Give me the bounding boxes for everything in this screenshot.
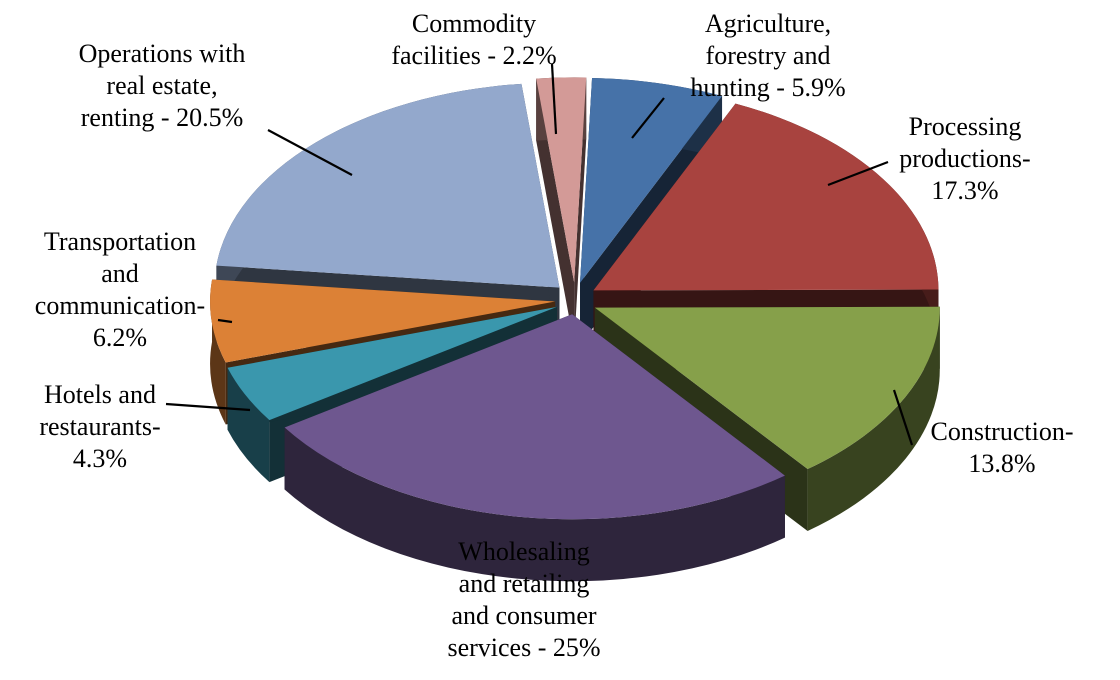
slice-label-6-line: and: [101, 259, 139, 288]
slice-label-4: Wholesaling and retailing and consumer serv…: [447, 537, 600, 662]
leader-line-3: [892, 389, 914, 446]
slice-label-5-line: 4.3%: [73, 444, 127, 473]
slice-label-6-line: 6.2%: [93, 323, 147, 352]
slice-label-1-line: forestry and: [706, 41, 831, 70]
slices-layer: [210, 77, 940, 582]
leader-line-2: [827, 160, 889, 187]
slice-label-2-line: productions-: [899, 144, 1030, 173]
pie-slice-5-rim: [227, 367, 270, 483]
pie-slice-8: [536, 77, 587, 345]
labels-layer: Agriculture, forestry and hunting - 5.9% Pr…: [35, 9, 1074, 662]
slice-label-4-line: and consumer: [451, 601, 596, 630]
pie-slice-2-top: [593, 103, 939, 291]
slice-label-2-line: Processing: [909, 112, 1022, 141]
slice-label-8-line: facilities - 2.2%: [391, 41, 556, 70]
pie-slice-3-rim: [807, 306, 940, 532]
pie-slice-8-top: [536, 77, 587, 283]
slice-label-6-line: communication-: [35, 291, 205, 320]
leader-line-5: [165, 402, 251, 412]
slice-label-5-line: Hotels and: [44, 380, 156, 409]
slice-label-1-line: Agriculture,: [705, 9, 831, 38]
pie-slice-3-top: [594, 306, 940, 470]
slice-label-3-line: Construction-: [931, 417, 1074, 446]
slice-label-7-line: Operations with: [79, 39, 246, 68]
slice-label-3-line: 13.8%: [968, 449, 1035, 478]
slice-label-4-line: services - 25%: [447, 633, 600, 662]
slice-label-4-line: and retailing: [459, 569, 590, 598]
slice-label-3: Construction- 13.8%: [931, 417, 1074, 478]
leader-line-8: [550, 63, 558, 135]
slice-label-8: Commodity facilities - 2.2%: [391, 9, 556, 70]
slice-label-5: Hotels and restaurants- 4.3%: [39, 380, 160, 473]
leader-line-1: [631, 97, 665, 139]
leader-line-6: [217, 318, 233, 324]
slice-label-5-line: restaurants-: [39, 412, 160, 441]
slice-label-2: Processing productions- 17.3%: [899, 112, 1030, 205]
slice-label-4-line: Wholesaling: [458, 537, 589, 566]
pie-slice-6-rim: [210, 279, 226, 425]
leader-line-7: [267, 129, 353, 176]
slice-label-1: Agriculture, forestry and hunting - 5.9%: [690, 9, 845, 102]
pie-slice-1-top: [580, 77, 723, 283]
slice-label-2-line: 17.3%: [931, 176, 998, 205]
slice-label-1-line: hunting - 5.9%: [690, 73, 845, 102]
pie-slice-7-top: [216, 83, 560, 288]
pie-slice-5-top: [227, 306, 557, 421]
slice-label-7-line: renting - 20.5%: [81, 103, 243, 132]
pie-slice-4-rim: [284, 427, 785, 582]
slice-label-6-line: Transportation: [44, 227, 196, 256]
pie-slice-8-side-wall: [536, 78, 575, 345]
pie-slice-6-top: [210, 279, 556, 363]
slice-label-7: Operations with real estate, renting - 20.…: [79, 39, 246, 132]
pie-slice-4: [284, 314, 785, 582]
slice-label-8-line: Commodity: [412, 9, 536, 38]
pie-slice-8-side-wall: [574, 77, 587, 345]
slice-label-6: Transportation and communication- 6.2%: [35, 227, 205, 352]
slice-label-7-line: real estate,: [106, 71, 217, 100]
pie-slice-4-top: [284, 314, 785, 520]
